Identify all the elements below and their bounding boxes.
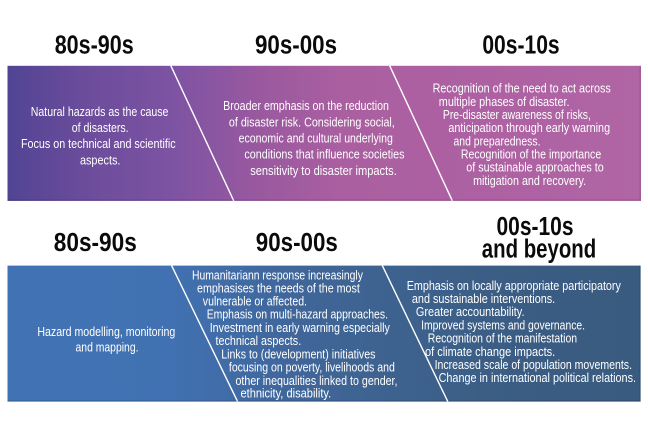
svg-text:anticipation through early war: anticipation through early warning [448,120,610,135]
svg-text:conditions that influence soci: conditions that influence societies [244,147,405,162]
svg-text:Investment in early warning es: Investment in early warning especially [210,320,391,335]
svg-text:Pre-disaster awareness of risk: Pre-disaster awareness of risks, [443,107,591,122]
svg-text:of climate change impacts.: of climate change impacts. [425,344,555,359]
svg-text:economic and cultural underlyi: economic and cultural underlying [239,131,393,146]
svg-text:ethnicity, disability.: ethnicity, disability. [241,386,332,401]
svg-text:Emphasis on multi-hazard appro: Emphasis on multi-hazard approaches. [207,307,388,322]
svg-text:and beyond: and beyond [482,235,596,263]
svg-text:aspects.: aspects. [80,152,121,167]
svg-text:and sustainable interventions.: and sustainable interventions. [412,291,555,306]
svg-text:80s-90s: 80s-90s [54,229,137,257]
svg-text:80s-90s: 80s-90s [55,32,134,60]
svg-text:Focus on technical and scienti: Focus on technical and scientific [21,136,176,151]
svg-text:focusing on poverty, livelihoo: focusing on poverty, livelihoods and [229,360,395,375]
svg-text:Humanitariann response increas: Humanitariann response increasingly [192,267,363,282]
svg-text:Increased scale of population: Increased scale of population movements. [435,357,632,372]
svg-text:multiple phases of disaster.: multiple phases of disaster. [439,94,570,109]
svg-text:Recognition of the manifestati: Recognition of the manifestation [428,330,577,345]
svg-text:and mapping.: and mapping. [76,340,139,355]
svg-text:mitigation and recovery.: mitigation and recovery. [473,173,586,188]
svg-text:Change in international politi: Change in international political relati… [439,370,636,385]
svg-text:other inequalities linked to g: other inequalities linked to gender, [236,373,398,388]
svg-text:Broader emphasis on the reduct: Broader emphasis on the reduction [223,98,389,113]
svg-text:Greater accountability.: Greater accountability. [416,304,525,319]
svg-text:90s-00s: 90s-00s [256,229,338,257]
svg-text:Emphasis on locally appropriat: Emphasis on locally appropriate particip… [407,278,622,293]
svg-text:vulnerable or affected.: vulnerable or affected. [203,294,307,309]
svg-text:Links to (development) initiat: Links to (development) initiatives [221,347,376,362]
svg-text:Natural hazards as the cause: Natural hazards as the cause [31,104,169,119]
svg-text:of sustainable approaches to: of sustainable approaches to [466,160,603,175]
svg-text:sensitivity to disaster impact: sensitivity to disaster impacts. [250,163,397,178]
svg-text:of disaster risk. Considering: of disaster risk. Considering social, [229,114,395,129]
svg-text:00s-10s: 00s-10s [482,32,559,60]
svg-text:and preparedness.: and preparedness. [454,134,541,149]
svg-text:Recognition of the importance: Recognition of the importance [461,147,601,162]
svg-text:00s-10s: 00s-10s [497,213,574,241]
svg-text:of disasters.: of disasters. [72,120,129,135]
svg-text:technical aspects.: technical aspects. [216,333,302,348]
svg-text:emphasises the needs of the mo: emphasises the needs of the most [197,281,360,296]
svg-text:Improved systems and governanc: Improved systems and governance. [421,317,585,332]
svg-text:90s-00s: 90s-00s [255,32,337,60]
svg-text:Hazard modelling, monitoring: Hazard modelling, monitoring [37,324,175,339]
svg-text:Recognition of the need to act: Recognition of the need to act across [433,80,612,95]
